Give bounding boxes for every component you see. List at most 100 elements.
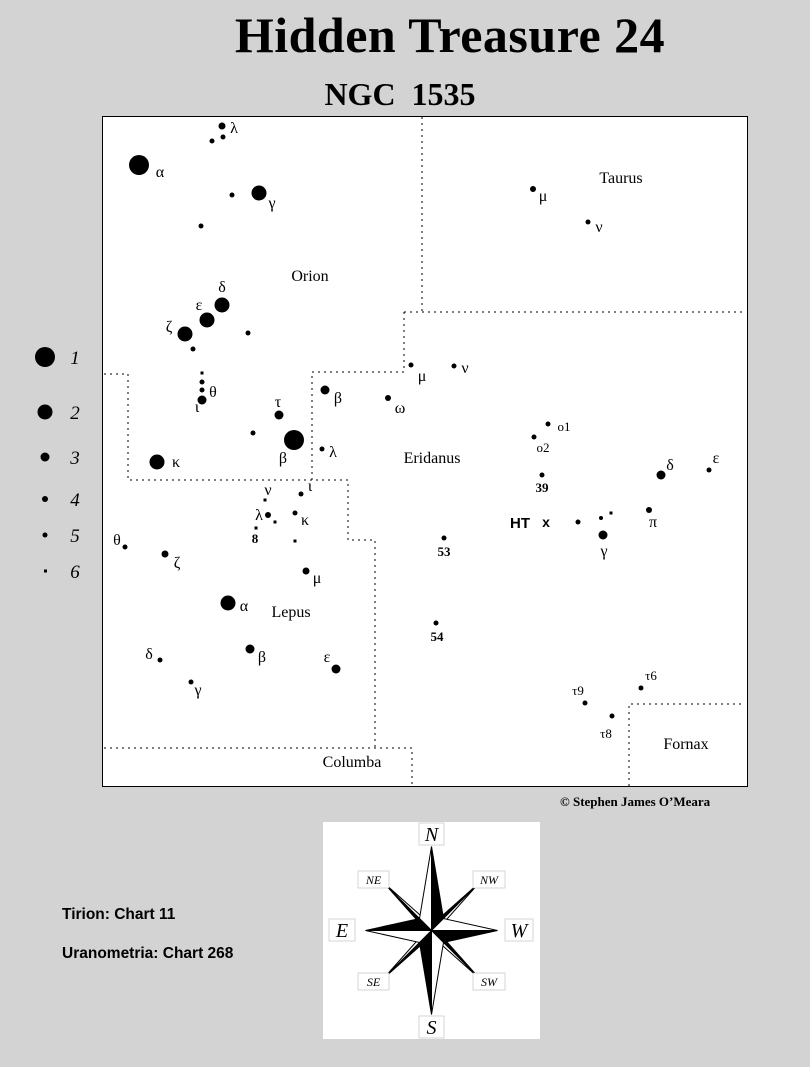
compass-se-label: SE bbox=[367, 975, 381, 989]
legend-star bbox=[42, 532, 48, 538]
star bbox=[575, 519, 581, 525]
star-label: λ bbox=[255, 507, 263, 524]
legend-magnitude-label: 2 bbox=[70, 403, 80, 424]
star bbox=[254, 526, 258, 530]
star-label: o2 bbox=[537, 440, 550, 455]
target-marker: HT x bbox=[510, 514, 550, 532]
compass-rose-icon: N S E W NE NW SE SW bbox=[328, 822, 534, 1039]
star bbox=[530, 186, 536, 192]
star bbox=[408, 362, 414, 368]
constellation-boundaries bbox=[104, 117, 745, 786]
uranometria-reference: Uranometria: Chart 268 bbox=[62, 945, 234, 962]
star-label: ε bbox=[324, 649, 331, 666]
star bbox=[598, 530, 608, 540]
compass-rose: N S E W NE NW SE SW bbox=[323, 822, 540, 1039]
star-label: 8 bbox=[252, 531, 259, 546]
star bbox=[582, 700, 588, 706]
magnitude-legend: 1 2 3 4 5 6 bbox=[35, 347, 80, 583]
compass-ne-label: NE bbox=[365, 873, 382, 887]
star bbox=[251, 185, 267, 201]
constellation-label: Taurus bbox=[599, 170, 642, 187]
star bbox=[585, 219, 591, 225]
star-label: ε bbox=[196, 297, 203, 314]
star bbox=[646, 507, 652, 513]
star bbox=[218, 122, 226, 130]
star-label: τ9 bbox=[572, 683, 584, 698]
star-label: π bbox=[649, 514, 657, 531]
star-label: β bbox=[258, 649, 266, 666]
star bbox=[706, 467, 712, 473]
star-label: ν bbox=[461, 360, 468, 377]
star bbox=[451, 363, 457, 369]
star-label: ν bbox=[264, 482, 271, 499]
legend-star bbox=[42, 496, 48, 502]
boundary-orion-lepus bbox=[104, 373, 376, 748]
star bbox=[545, 421, 551, 427]
star-label: λ bbox=[230, 120, 238, 137]
star bbox=[319, 446, 325, 452]
star-chart bbox=[102, 116, 748, 787]
star bbox=[245, 330, 251, 336]
legend-magnitude-label: 1 bbox=[70, 348, 80, 369]
legend-star bbox=[40, 452, 50, 462]
star-label: ι bbox=[308, 478, 313, 495]
star bbox=[149, 454, 165, 470]
star-label: ι bbox=[195, 399, 200, 416]
star bbox=[188, 679, 194, 685]
constellation-label: Eridanus bbox=[404, 450, 461, 467]
star-label: o1 bbox=[558, 419, 571, 434]
star-label: δ bbox=[218, 279, 226, 296]
constellation-label: Lepus bbox=[271, 604, 310, 621]
legend-magnitude-label: 3 bbox=[69, 448, 80, 469]
legend-magnitude-label: 4 bbox=[70, 490, 80, 511]
star bbox=[177, 326, 193, 342]
star bbox=[274, 410, 284, 420]
star bbox=[273, 520, 277, 524]
target-label: HT bbox=[510, 515, 530, 532]
star-label: τ8 bbox=[600, 726, 612, 741]
star-label: γ bbox=[193, 682, 201, 699]
star bbox=[157, 657, 163, 663]
legend-star bbox=[35, 347, 55, 367]
star bbox=[638, 685, 644, 691]
boundary-lepus-columba bbox=[104, 747, 413, 786]
star-label: κ bbox=[301, 512, 309, 529]
star bbox=[214, 297, 230, 313]
star bbox=[197, 395, 207, 405]
star-label: β bbox=[279, 450, 287, 467]
star-label: ε bbox=[713, 450, 720, 467]
star bbox=[609, 511, 613, 515]
star bbox=[129, 155, 149, 175]
star bbox=[441, 535, 447, 541]
star-label: θ bbox=[209, 384, 217, 401]
star bbox=[293, 539, 297, 543]
star-label: ν bbox=[595, 219, 602, 236]
star-label: ζ bbox=[174, 555, 181, 572]
constellation-label: Fornax bbox=[663, 736, 708, 753]
star bbox=[122, 544, 128, 550]
tirion-reference: Tirion: Chart 11 bbox=[62, 906, 176, 923]
star-label: ω bbox=[395, 400, 406, 417]
legend-star bbox=[44, 569, 47, 573]
star bbox=[199, 312, 215, 328]
boundary-orion-eridanus bbox=[311, 312, 405, 482]
star-label: γ bbox=[267, 195, 275, 212]
star bbox=[385, 395, 391, 401]
star bbox=[190, 346, 196, 352]
star bbox=[531, 434, 537, 440]
compass-n-label: N bbox=[424, 824, 440, 846]
star bbox=[198, 223, 204, 229]
star-label: δ bbox=[666, 457, 674, 474]
star bbox=[265, 512, 271, 518]
star-label: 39 bbox=[536, 480, 550, 495]
star-label: γ bbox=[599, 543, 607, 560]
star-label: β bbox=[334, 390, 342, 407]
star bbox=[302, 567, 310, 575]
star-label: 53 bbox=[438, 544, 452, 559]
compass-e-label: E bbox=[335, 920, 348, 942]
compass-sw-label: SW bbox=[481, 975, 498, 989]
star bbox=[209, 138, 215, 144]
star bbox=[656, 470, 666, 480]
star bbox=[199, 379, 205, 385]
star bbox=[199, 387, 205, 393]
